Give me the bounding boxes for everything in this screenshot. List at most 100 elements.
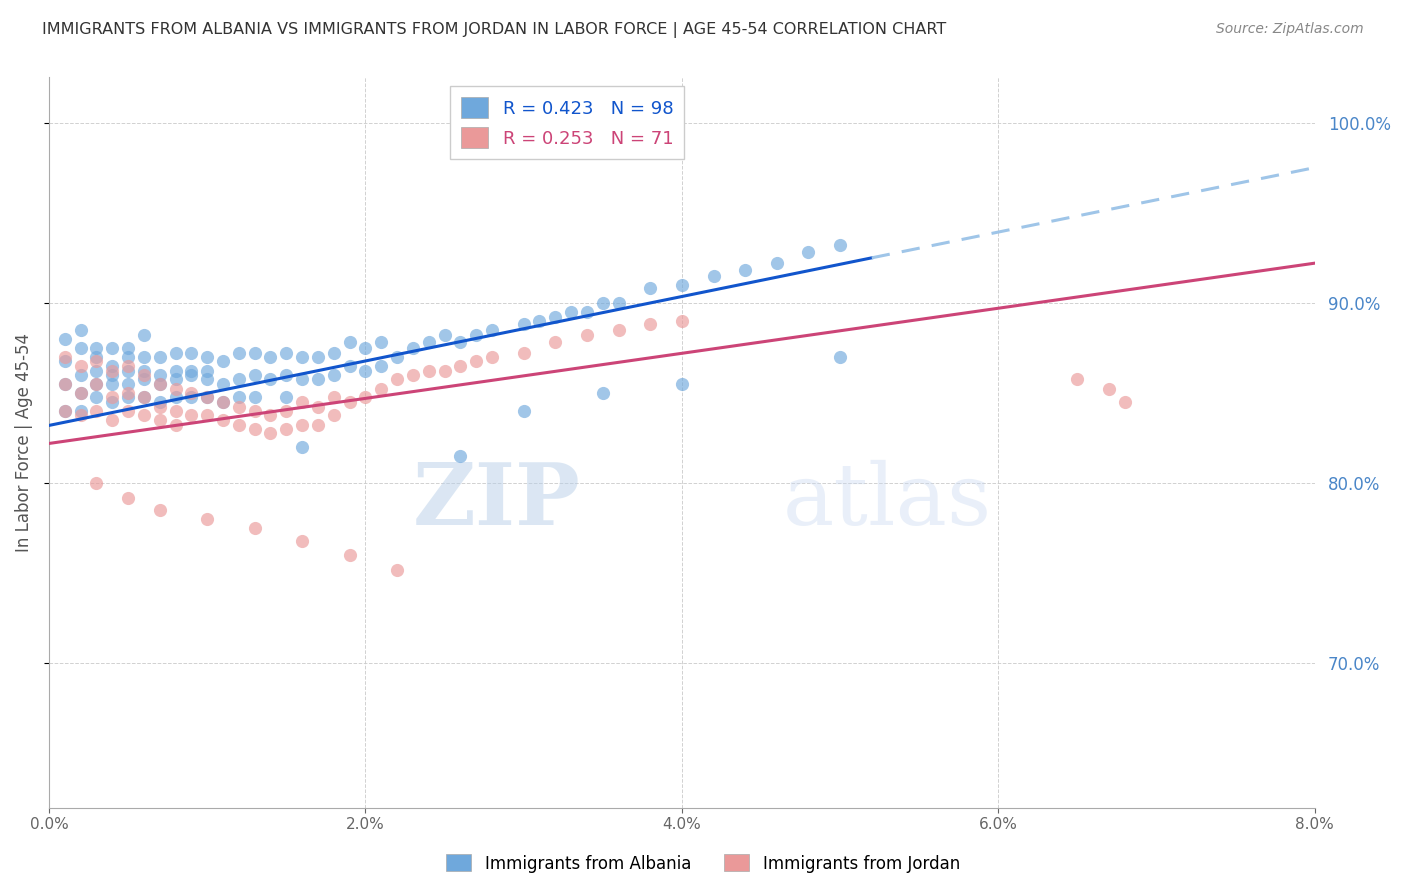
Point (276, 422, 298, 436)
Point (180, 386, 202, 401)
Point (702, 268, 724, 283)
Point (766, 256, 789, 270)
Point (69, 323, 91, 337)
Point (830, 238, 852, 252)
Point (385, 350, 408, 364)
Point (607, 323, 630, 337)
Point (291, 440, 314, 454)
Point (433, 364, 456, 378)
Point (1066, 371, 1088, 385)
Point (322, 346, 344, 360)
Point (418, 364, 440, 378)
Point (101, 341, 124, 355)
Point (212, 395, 235, 409)
Point (53, 376, 76, 391)
Point (101, 364, 124, 378)
Point (212, 376, 235, 391)
Point (243, 422, 266, 436)
Point (86, 404, 108, 418)
Point (69, 359, 91, 373)
Point (575, 305, 598, 319)
Point (276, 390, 298, 404)
Point (228, 418, 250, 433)
Point (354, 390, 377, 404)
Point (86, 376, 108, 391)
Point (69, 404, 91, 418)
Point (228, 401, 250, 415)
Point (418, 335, 440, 350)
Point (149, 376, 172, 391)
Point (117, 359, 139, 373)
Text: Source: ZipAtlas.com: Source: ZipAtlas.com (1216, 22, 1364, 37)
Point (243, 346, 266, 360)
Text: IMMIGRANTS FROM ALBANIA VS IMMIGRANTS FROM JORDAN IN LABOR FORCE | AGE 45-54 COR: IMMIGRANTS FROM ALBANIA VS IMMIGRANTS FR… (42, 22, 946, 38)
Point (165, 364, 187, 378)
Point (117, 376, 139, 391)
Point (69, 386, 91, 401)
Point (101, 413, 124, 427)
Point (228, 346, 250, 360)
Point (449, 359, 471, 373)
Point (354, 341, 377, 355)
Point (339, 335, 361, 350)
Point (592, 295, 614, 310)
Point (149, 395, 172, 409)
Point (638, 281, 661, 295)
Point (195, 390, 218, 404)
Point (53, 404, 76, 418)
Point (259, 350, 281, 364)
Point (592, 386, 614, 401)
Point (180, 364, 202, 378)
Point (671, 314, 693, 328)
Point (86, 376, 108, 391)
Point (339, 548, 361, 562)
Point (149, 413, 172, 427)
Point (195, 350, 218, 364)
Point (575, 328, 598, 343)
Point (132, 364, 155, 378)
Point (101, 359, 124, 373)
Point (259, 408, 281, 422)
Point (402, 341, 425, 355)
Point (291, 350, 314, 364)
Point (512, 404, 534, 418)
Point (1114, 395, 1136, 409)
Point (276, 346, 298, 360)
Point (53, 376, 76, 391)
Point (165, 371, 187, 385)
Point (132, 368, 155, 382)
Point (69, 386, 91, 401)
Point (117, 341, 139, 355)
Point (1098, 383, 1121, 397)
Point (86, 341, 108, 355)
Point (165, 418, 187, 433)
Point (322, 390, 344, 404)
Point (322, 368, 344, 382)
Point (69, 368, 91, 382)
Point (512, 346, 534, 360)
Point (195, 408, 218, 422)
Point (370, 335, 392, 350)
Point (512, 318, 534, 332)
Point (228, 371, 250, 385)
Point (117, 404, 139, 418)
Point (307, 418, 329, 433)
Point (86, 476, 108, 491)
Point (243, 368, 266, 382)
Point (165, 404, 187, 418)
Point (243, 521, 266, 535)
Point (322, 408, 344, 422)
Point (370, 359, 392, 373)
Point (449, 335, 471, 350)
Point (212, 413, 235, 427)
Point (544, 335, 567, 350)
Point (101, 376, 124, 391)
Point (149, 401, 172, 415)
Point (117, 386, 139, 401)
Point (165, 346, 187, 360)
Point (101, 368, 124, 382)
Point (339, 359, 361, 373)
Point (195, 364, 218, 378)
Point (195, 390, 218, 404)
Point (180, 368, 202, 382)
